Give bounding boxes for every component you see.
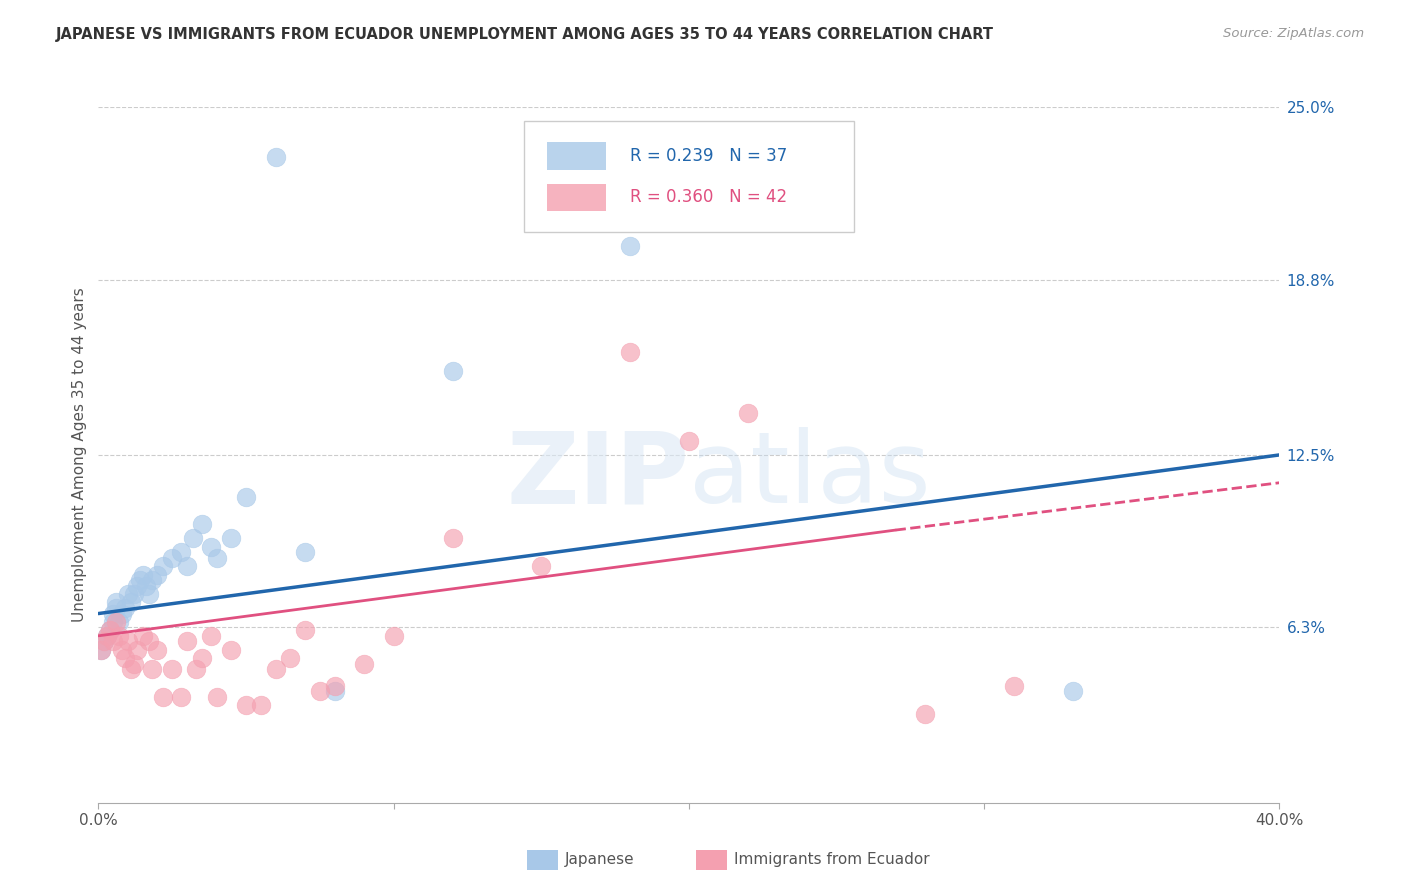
Text: Japanese: Japanese xyxy=(565,853,636,867)
Point xyxy=(125,579,148,593)
Point xyxy=(170,690,193,704)
Point xyxy=(146,567,169,582)
Point xyxy=(103,607,125,621)
Point xyxy=(141,573,163,587)
Point xyxy=(162,550,183,565)
FancyBboxPatch shape xyxy=(547,184,606,211)
Text: R = 0.239   N = 37: R = 0.239 N = 37 xyxy=(630,147,787,165)
Point xyxy=(90,642,112,657)
Point xyxy=(176,559,198,574)
Point xyxy=(1002,679,1025,693)
Point xyxy=(441,532,464,546)
Point xyxy=(111,607,134,621)
Point xyxy=(382,629,405,643)
Point xyxy=(141,662,163,676)
Point xyxy=(205,550,228,565)
Point xyxy=(309,684,332,698)
Point xyxy=(122,657,145,671)
Point xyxy=(120,595,142,609)
Point xyxy=(138,634,160,648)
Text: JAPANESE VS IMMIGRANTS FROM ECUADOR UNEMPLOYMENT AMONG AGES 35 TO 44 YEARS CORRE: JAPANESE VS IMMIGRANTS FROM ECUADOR UNEM… xyxy=(56,27,994,42)
Point xyxy=(90,642,112,657)
Point xyxy=(250,698,273,713)
Point xyxy=(619,239,641,253)
Point xyxy=(105,595,128,609)
Point xyxy=(98,624,121,638)
Point xyxy=(108,615,131,629)
Y-axis label: Unemployment Among Ages 35 to 44 years: Unemployment Among Ages 35 to 44 years xyxy=(72,287,87,623)
Text: R = 0.360   N = 42: R = 0.360 N = 42 xyxy=(630,188,787,206)
Point xyxy=(152,559,174,574)
Text: ZIP: ZIP xyxy=(506,427,689,524)
Point xyxy=(138,587,160,601)
Point xyxy=(114,601,136,615)
Point xyxy=(264,662,287,676)
Point xyxy=(114,651,136,665)
Point xyxy=(132,629,155,643)
Point xyxy=(98,624,121,638)
Point xyxy=(191,517,214,532)
Point xyxy=(117,587,139,601)
Point xyxy=(162,662,183,676)
Point xyxy=(530,559,553,574)
FancyBboxPatch shape xyxy=(523,121,855,232)
Point xyxy=(135,579,157,593)
Point xyxy=(132,567,155,582)
Point xyxy=(96,629,118,643)
Text: atlas: atlas xyxy=(689,427,931,524)
Point xyxy=(619,345,641,359)
Point xyxy=(264,150,287,164)
Point xyxy=(170,545,193,559)
Point xyxy=(176,634,198,648)
Point xyxy=(181,532,204,546)
Point xyxy=(93,634,115,648)
Point xyxy=(323,679,346,693)
Point xyxy=(152,690,174,704)
Point xyxy=(117,634,139,648)
Point xyxy=(235,698,257,713)
Point xyxy=(122,587,145,601)
Point xyxy=(219,642,242,657)
Point xyxy=(294,545,316,559)
Point xyxy=(200,540,222,554)
Point xyxy=(278,651,302,665)
Point xyxy=(108,629,131,643)
Point xyxy=(914,706,936,721)
Point xyxy=(678,434,700,448)
Point xyxy=(737,406,759,420)
Point xyxy=(294,624,316,638)
Point xyxy=(184,662,207,676)
Point xyxy=(103,615,125,629)
Point xyxy=(120,662,142,676)
Point xyxy=(96,629,118,643)
Point xyxy=(323,684,346,698)
Point xyxy=(93,634,115,648)
Point xyxy=(111,642,134,657)
Point xyxy=(1062,684,1084,698)
Text: Source: ZipAtlas.com: Source: ZipAtlas.com xyxy=(1223,27,1364,40)
Point xyxy=(128,573,150,587)
Point xyxy=(441,364,464,378)
Point xyxy=(219,532,242,546)
Point xyxy=(125,642,148,657)
Point xyxy=(191,651,214,665)
Point xyxy=(103,634,125,648)
Point xyxy=(235,490,257,504)
Point xyxy=(205,690,228,704)
Point xyxy=(353,657,375,671)
FancyBboxPatch shape xyxy=(547,142,606,169)
Point xyxy=(200,629,222,643)
Text: Immigrants from Ecuador: Immigrants from Ecuador xyxy=(734,853,929,867)
Point xyxy=(105,615,128,629)
Point xyxy=(105,601,128,615)
Point xyxy=(146,642,169,657)
